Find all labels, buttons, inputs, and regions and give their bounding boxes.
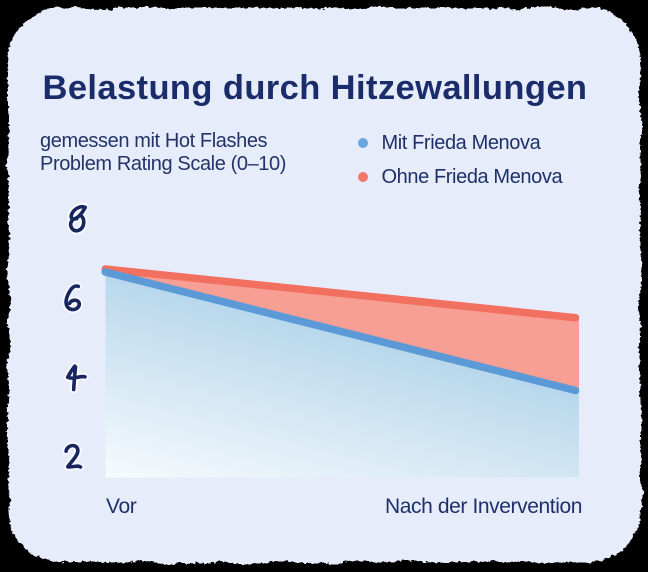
- y-tick-label-8: [66, 203, 89, 235]
- y-tick-label-4: [63, 362, 89, 394]
- legend-item-ohne-frieda-menova: Ohne Frieda Menova: [358, 165, 563, 189]
- series-line-ohne-frieda-menova: [101, 265, 580, 322]
- y-tick-label-6: [62, 282, 84, 314]
- series-area-mit-frieda-menova: [105, 270, 579, 478]
- chart-subtitle: gemessen mit Hot Flashes Problem Rating S…: [40, 130, 286, 177]
- chart-legend: Mit Frieda Menova Ohne Frieda Menova: [358, 131, 563, 199]
- series-line-mit-frieda-menova: [101, 268, 580, 395]
- x-axis-label-vor: Vor: [106, 495, 137, 518]
- legend-dot-red-icon: [358, 172, 368, 182]
- chart-subtitle-line1: gemessen mit Hot Flashes: [40, 130, 268, 152]
- y-tick-label-2: [62, 441, 85, 471]
- legend-label-mit-frieda-menova: Mit Frieda Menova: [381, 131, 541, 154]
- chart-subtitle-line2: Problem Rating Scale (0–10): [40, 153, 286, 176]
- x-axis-label-nach-der-invervention: Nach der Invervention: [385, 495, 583, 518]
- legend-dot-blue-icon: [358, 138, 368, 148]
- chart-title: Belastung durch Hitzewallungen: [42, 69, 588, 107]
- legend-label-ohne-frieda-menova: Ohne Frieda Menova: [381, 165, 563, 188]
- legend-item-mit-frieda-menova: Mit Frieda Menova: [358, 131, 562, 155]
